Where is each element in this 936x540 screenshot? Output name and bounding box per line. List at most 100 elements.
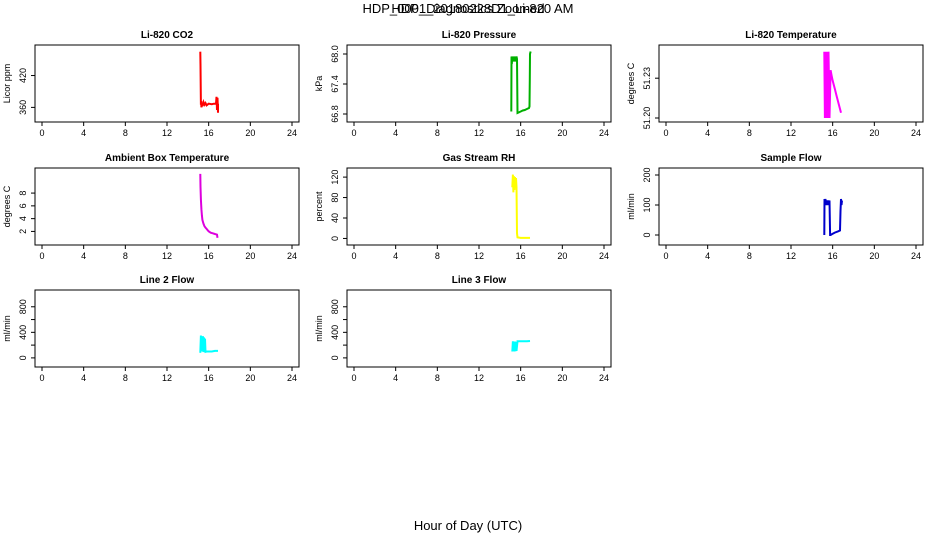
panel-title: Line 3 Flow — [452, 275, 507, 286]
plot-frame — [346, 167, 612, 246]
plot-frame — [34, 289, 300, 368]
x-tick-label: 4 — [81, 128, 86, 138]
x-tick-label: 20 — [245, 251, 255, 261]
series-line-line-3-flow — [511, 340, 531, 352]
plot-frame — [346, 289, 612, 368]
x-tick-label: 8 — [123, 373, 128, 383]
x-tick-label: 0 — [39, 128, 44, 138]
x-tick-label: 8 — [435, 128, 440, 138]
series-line-li-820-pressure — [510, 51, 532, 115]
x-tick-label: 16 — [204, 251, 214, 261]
x-tick-label: 20 — [869, 128, 879, 138]
y-axis-label: kPa — [314, 76, 324, 92]
series-line-sample-flow — [823, 198, 843, 236]
x-tick-label: 20 — [557, 373, 567, 383]
y-tick-label: 6 — [18, 203, 28, 208]
x-tick-label: 12 — [162, 128, 172, 138]
x-tick-label: 8 — [747, 251, 752, 261]
x-tick-label: 4 — [705, 251, 710, 261]
y-tick-label: 67.4 — [330, 75, 340, 93]
x-tick-label: 16 — [204, 128, 214, 138]
x-tick-label: 0 — [39, 373, 44, 383]
series-line-li-820-temperature — [823, 51, 842, 119]
x-tick-label: 8 — [435, 373, 440, 383]
x-tick-label: 24 — [287, 128, 297, 138]
plot-frame — [658, 44, 924, 123]
x-tick-label: 4 — [393, 373, 398, 383]
panel-title: Li-820 Pressure — [442, 30, 517, 41]
x-tick-label: 0 — [351, 373, 356, 383]
y-axis-label: degrees C — [626, 62, 636, 104]
y-tick-label: 80 — [330, 193, 340, 203]
x-tick-label: 24 — [599, 128, 609, 138]
y-tick-label: 200 — [642, 167, 652, 182]
series-line-gas-stream-rh — [511, 174, 530, 239]
x-tick-label: 20 — [557, 251, 567, 261]
x-tick-label: 12 — [474, 251, 484, 261]
y-tick-label: 0 — [642, 232, 652, 237]
y-tick-label: 4 — [18, 216, 28, 221]
panel-title: Ambient Box Temperature — [105, 153, 230, 164]
x-tick-label: 16 — [828, 128, 838, 138]
common-x-axis-label: Hour of Day (UTC) — [413, 518, 523, 533]
y-tick-label: 0 — [330, 236, 340, 241]
x-tick-label: 0 — [39, 251, 44, 261]
x-tick-label: 16 — [516, 373, 526, 383]
x-tick-label: 0 — [663, 128, 668, 138]
x-tick-label: 24 — [599, 373, 609, 383]
x-tick-label: 8 — [123, 251, 128, 261]
y-tick-label: 420 — [18, 68, 28, 83]
y-tick-label: 51.23 — [642, 67, 652, 90]
y-axis-label: ml/min — [314, 315, 324, 342]
panel-li-820-temperature: Li-820 Temperature 0 4 8 12 16 20 24 51.20 51.23 d… — [626, 30, 924, 138]
y-tick-label: 8 — [18, 191, 28, 196]
x-tick-label: 24 — [911, 251, 921, 261]
x-tick-label: 16 — [828, 251, 838, 261]
panel-title: Li-820 Temperature — [745, 30, 837, 41]
x-tick-label: 8 — [747, 128, 752, 138]
x-tick-label: 24 — [287, 373, 297, 383]
x-tick-label: 16 — [204, 373, 214, 383]
x-tick-label: 12 — [474, 128, 484, 138]
y-tick-label: 800 — [18, 299, 28, 314]
panel-line-3-flow: Line 3 Flow 0 4 8 12 16 20 24 0 400 800 ml/min — [314, 275, 612, 383]
x-tick-label: 12 — [786, 128, 796, 138]
panel-title: Line 2 Flow — [140, 275, 195, 286]
plot-frame — [346, 44, 612, 123]
series-line-ambient-box-temperature — [199, 173, 219, 238]
x-tick-label: 20 — [557, 128, 567, 138]
y-tick-label: 400 — [330, 325, 340, 340]
x-tick-label: 12 — [786, 251, 796, 261]
x-tick-label: 4 — [705, 128, 710, 138]
y-axis-label: percent — [314, 191, 324, 222]
x-tick-label: 0 — [351, 251, 356, 261]
y-axis-label: ml/min — [626, 193, 636, 220]
x-tick-label: 20 — [869, 251, 879, 261]
figure-title-secondary: HDP_Diagnostics Zoomed — [391, 1, 545, 16]
y-axis-label: ml/min — [2, 315, 12, 342]
y-tick-label: 800 — [330, 299, 340, 314]
panel-gas-stream-rh: Gas Stream RH 0 4 8 12 16 20 24 0 40 80 120 percent — [314, 153, 612, 261]
x-tick-label: 16 — [516, 128, 526, 138]
series-line-line-2-flow — [199, 335, 218, 354]
y-tick-label: 360 — [18, 100, 28, 115]
y-tick-label: 51.20 — [642, 107, 652, 130]
x-tick-label: 16 — [516, 251, 526, 261]
panel-li-820-pressure: Li-820 Pressure 0 4 8 12 16 20 24 66.8 67.4 68.0 kP… — [314, 30, 612, 138]
y-tick-label: 2 — [18, 229, 28, 234]
x-tick-label: 24 — [911, 128, 921, 138]
x-tick-label: 20 — [245, 128, 255, 138]
figure-title-primary: HDP_0001_20180228D1_Li-820 AM — [362, 1, 574, 16]
plot-frame — [34, 44, 300, 123]
y-tick-label: 100 — [642, 197, 652, 212]
x-tick-label: 12 — [162, 251, 172, 261]
panel-sample-flow: Sample Flow 0 4 8 12 16 20 24 0 100 200 ml/min — [626, 153, 924, 261]
y-axis-label: degrees C — [2, 185, 12, 227]
y-axis-label: Licor ppm — [2, 64, 12, 104]
series-line-li-820-co2 — [199, 51, 219, 113]
x-tick-label: 24 — [599, 251, 609, 261]
panel-li-820-co2: Li-820 CO2 0 4 8 12 16 20 24 360 420 Licor ppm — [2, 30, 300, 138]
